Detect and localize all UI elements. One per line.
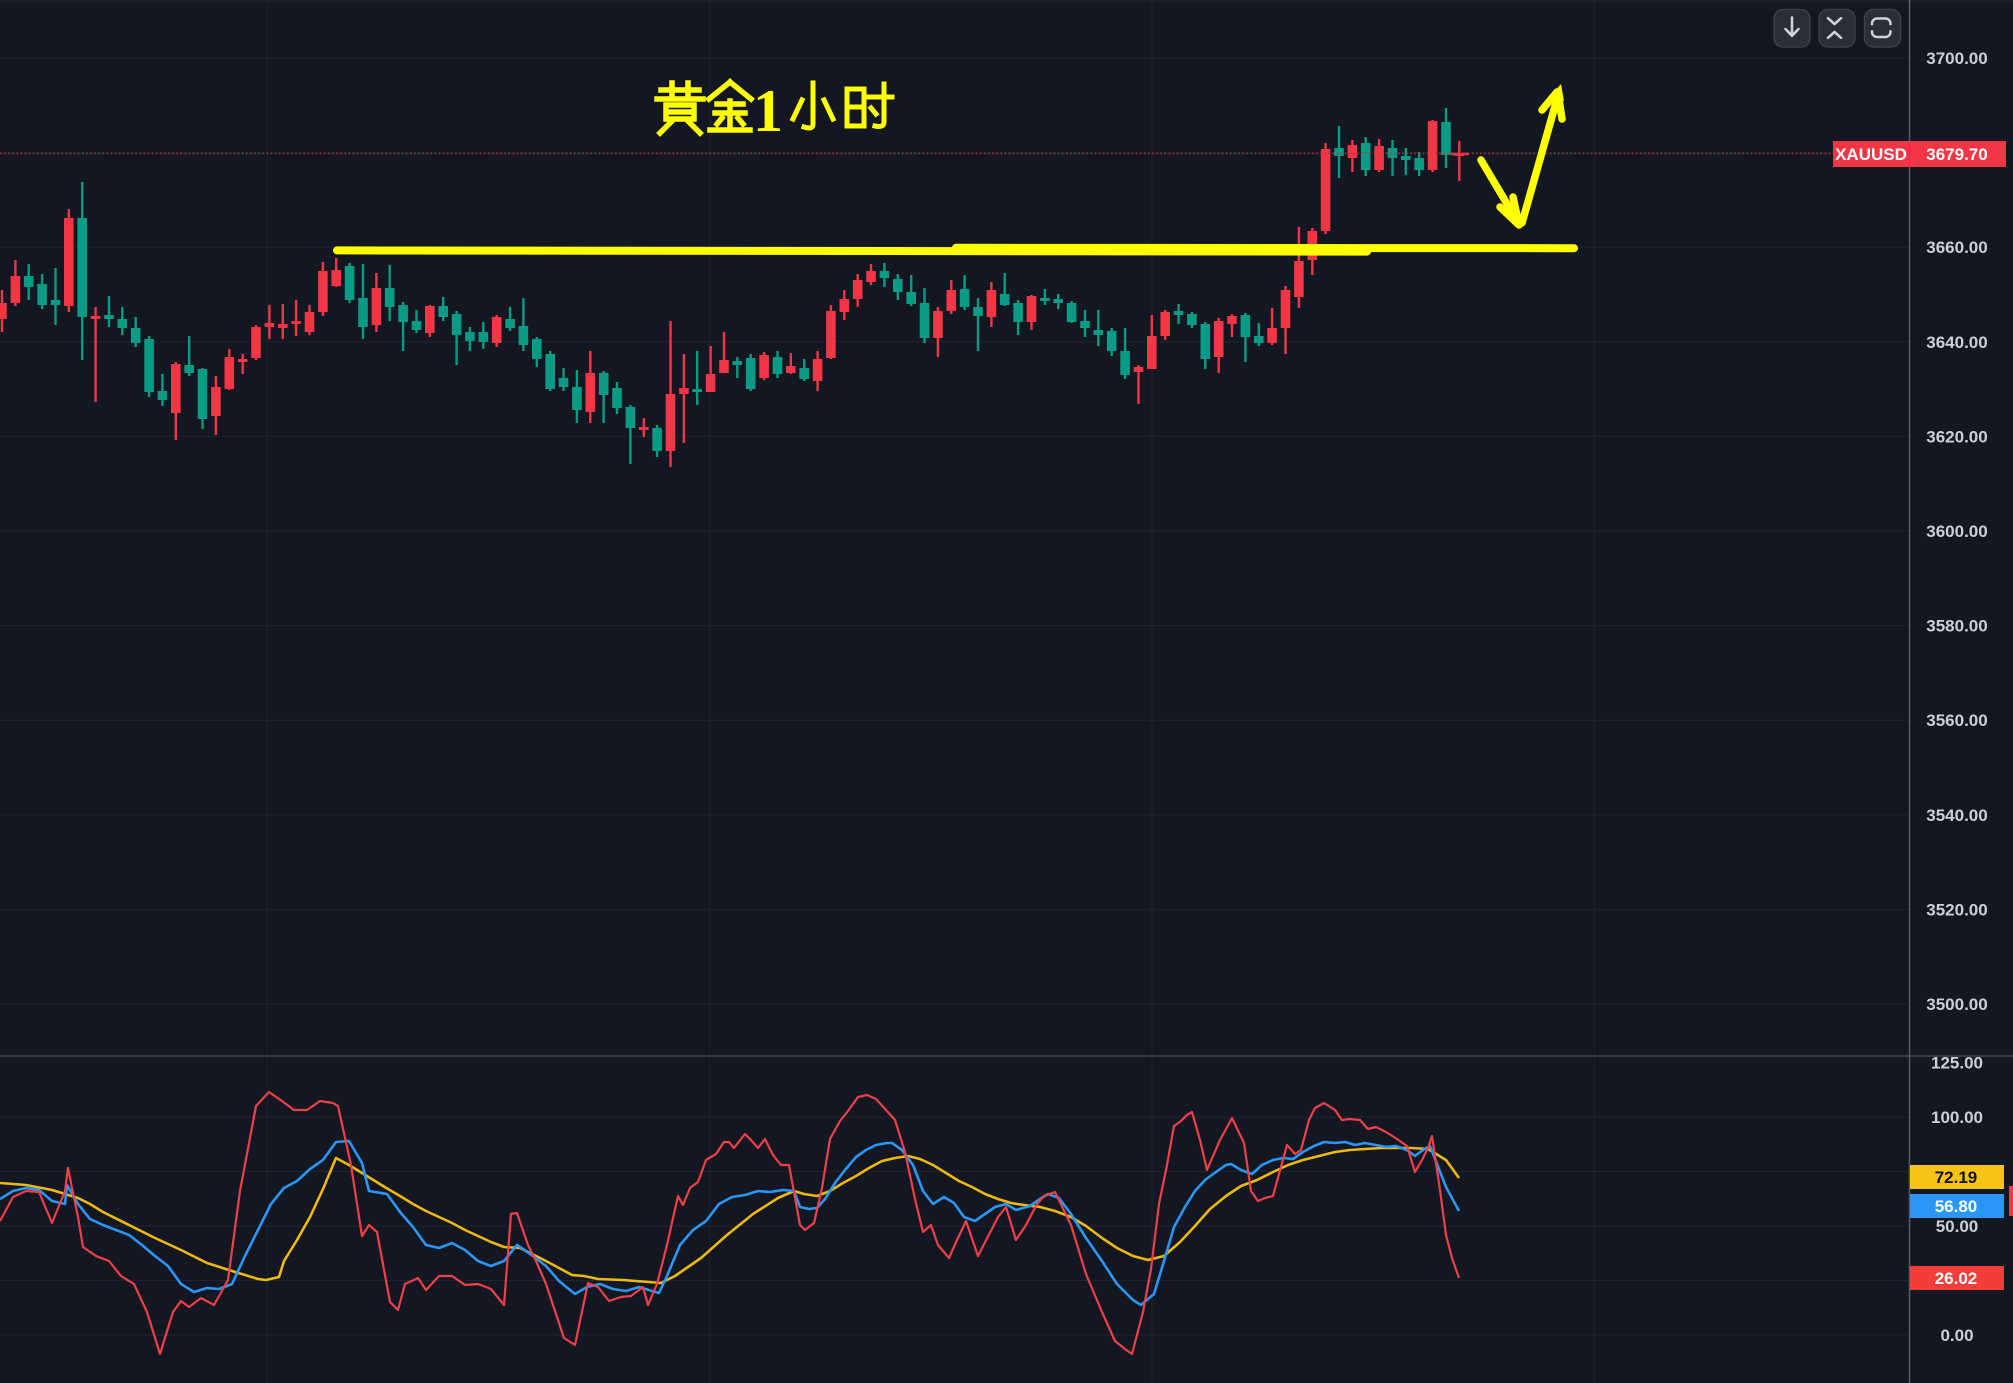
svg-text:3640.00: 3640.00 bbox=[1926, 333, 1987, 352]
svg-text:XAUUSD: XAUUSD bbox=[1835, 145, 1907, 164]
svg-text:3620.00: 3620.00 bbox=[1926, 427, 1987, 446]
svg-text:72.19: 72.19 bbox=[1935, 1168, 1978, 1187]
svg-text:3500.00: 3500.00 bbox=[1926, 995, 1987, 1014]
svg-text:0.00: 0.00 bbox=[1940, 1326, 1973, 1345]
svg-text:100.00: 100.00 bbox=[1931, 1108, 1983, 1127]
svg-text:3580.00: 3580.00 bbox=[1926, 617, 1987, 636]
svg-text:3700.00: 3700.00 bbox=[1926, 49, 1987, 68]
svg-text:3520.00: 3520.00 bbox=[1926, 900, 1987, 919]
svg-text:3540.00: 3540.00 bbox=[1926, 806, 1987, 825]
svg-text:125.00: 125.00 bbox=[1931, 1054, 1983, 1073]
svg-text:3600.00: 3600.00 bbox=[1926, 522, 1987, 541]
svg-text:56.80: 56.80 bbox=[1935, 1197, 1978, 1216]
svg-text:50.00: 50.00 bbox=[1936, 1217, 1979, 1236]
svg-text:3679.70: 3679.70 bbox=[1926, 145, 1987, 164]
svg-text:3660.00: 3660.00 bbox=[1926, 238, 1987, 257]
svg-text:3560.00: 3560.00 bbox=[1926, 711, 1987, 730]
svg-text:26.02: 26.02 bbox=[1935, 1269, 1978, 1288]
svg-text:1: 1 bbox=[753, 78, 783, 144]
